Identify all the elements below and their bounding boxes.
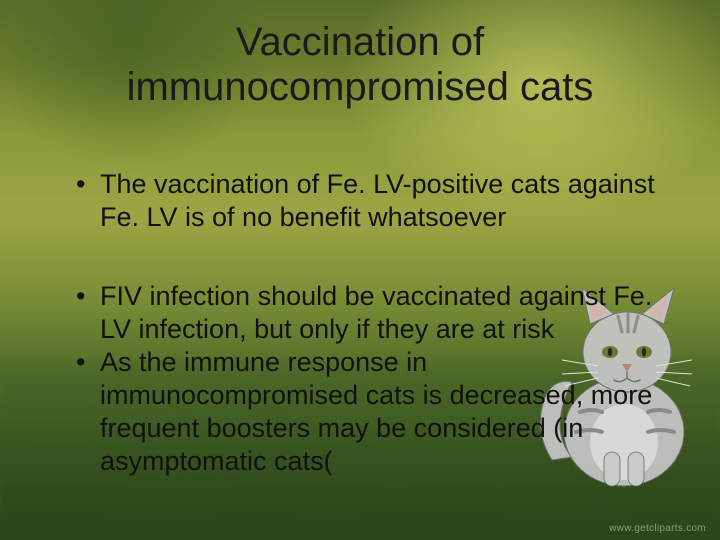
title-line-2: immunocompromised cats [0, 65, 720, 110]
slide-title: Vaccination of immunocompromised cats [0, 20, 720, 110]
bullet-gap [72, 234, 680, 280]
bullet-item: FIV infection should be vaccinated again… [72, 280, 680, 346]
bullet-item: The vaccination of Fe. LV-positive cats … [72, 168, 680, 234]
slide: Vaccination of immunocompromised cats Th… [0, 0, 720, 540]
bullet-list: The vaccination of Fe. LV-positive cats … [72, 168, 680, 478]
title-line-1: Vaccination of [0, 20, 720, 65]
bullet-item: As the immune response in immunocompromi… [72, 346, 680, 478]
watermark-text: www.getcliparts.com [609, 523, 706, 534]
